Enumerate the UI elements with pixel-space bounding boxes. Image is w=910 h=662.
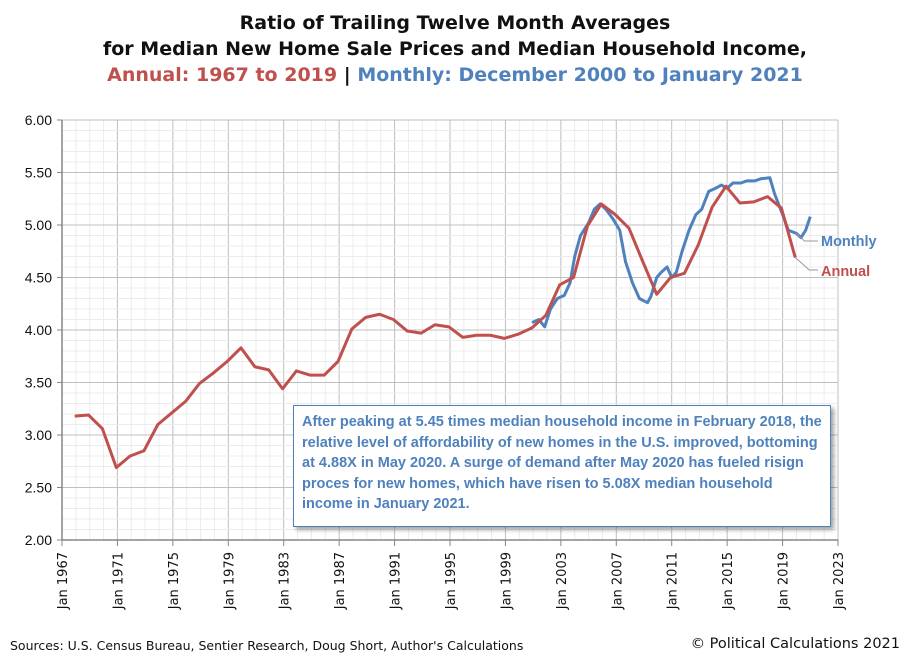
x-tick-label: Jan 2003 — [555, 552, 570, 610]
chart-title-line2: for Median New Home Sale Prices and Medi… — [102, 38, 807, 60]
x-tick-label: Jan 1971 — [111, 552, 126, 610]
x-tick-label: Jan 1983 — [278, 552, 293, 610]
y-tick-label: 4.00 — [25, 322, 52, 338]
x-tick-label: Jan 1987 — [333, 552, 348, 610]
title-annual: Annual: 1967 to 2019 — [107, 64, 338, 86]
y-tick-label: 5.50 — [25, 165, 52, 181]
chart-title-line3: Annual: 1967 to 2019 | Monthly: December… — [0, 62, 910, 88]
x-tick-label: Jan 1975 — [167, 552, 182, 610]
x-tick-label: Jan 2023 — [832, 552, 847, 610]
x-tick-label: Jan 1999 — [499, 552, 514, 610]
y-tick-label: 3.00 — [25, 427, 52, 443]
annual-leader-line — [794, 257, 818, 271]
legend-label-annual: Annual — [821, 264, 870, 280]
x-tick-label: Jan 1995 — [444, 552, 459, 610]
copyright-footer: © Political Calculations 2021 — [690, 636, 900, 652]
series-line-monthly — [531, 176, 812, 329]
legend-label-monthly: Monthly — [821, 234, 877, 250]
x-tick-label: Jan 2019 — [777, 552, 792, 610]
title-separator: | — [343, 64, 351, 86]
y-tick-label: 2.00 — [25, 532, 52, 548]
x-tick-label: Jan 1967 — [56, 552, 71, 610]
chart-title-line1: Ratio of Trailing Twelve Month Averages — [239, 12, 671, 34]
x-tick-label: Jan 2011 — [666, 552, 681, 610]
x-tick-label: Jan 1991 — [389, 552, 404, 610]
title-monthly: Monthly: December 2000 to January 2021 — [357, 64, 803, 86]
y-tick-label: 2.50 — [25, 480, 52, 496]
annotation-box: After peaking at 5.45 times median house… — [293, 405, 831, 527]
y-tick-label: 4.50 — [25, 270, 52, 286]
x-tick-label: Jan 1979 — [222, 552, 237, 610]
y-tick-label: 6.00 — [25, 112, 52, 128]
x-tick-label: Jan 2007 — [610, 552, 625, 610]
y-tick-label: 5.00 — [25, 217, 52, 233]
y-tick-label: 3.50 — [25, 375, 52, 391]
x-tick-label: Jan 2015 — [721, 552, 736, 610]
monthly-leader-line — [796, 233, 818, 242]
sources-footer: Sources: U.S. Census Bureau, Sentier Res… — [10, 638, 524, 653]
